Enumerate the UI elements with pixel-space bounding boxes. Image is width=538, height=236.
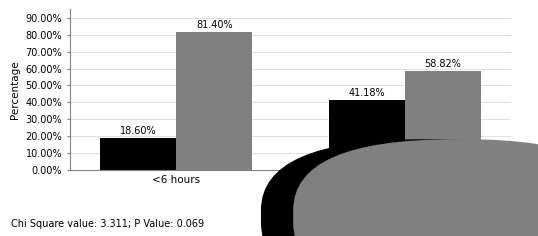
Text: 41.18%: 41.18% <box>348 88 385 98</box>
Bar <box>405 71 480 170</box>
Text: 58.82%: 58.82% <box>424 59 461 68</box>
Y-axis label: Percentage: Percentage <box>10 60 20 119</box>
Text: 18.60%: 18.60% <box>120 126 157 136</box>
Text: Yes: Yes <box>435 212 450 222</box>
Bar <box>176 32 252 170</box>
Bar <box>101 139 176 170</box>
Bar <box>329 100 405 170</box>
Text: No: No <box>467 212 480 222</box>
Text: Antibiotics therapy: Antibiotics therapy <box>312 207 425 217</box>
Text: 81.40%: 81.40% <box>196 20 233 30</box>
Text: Chi Square value: 3.311; P Value: 0.069: Chi Square value: 3.311; P Value: 0.069 <box>11 219 204 229</box>
